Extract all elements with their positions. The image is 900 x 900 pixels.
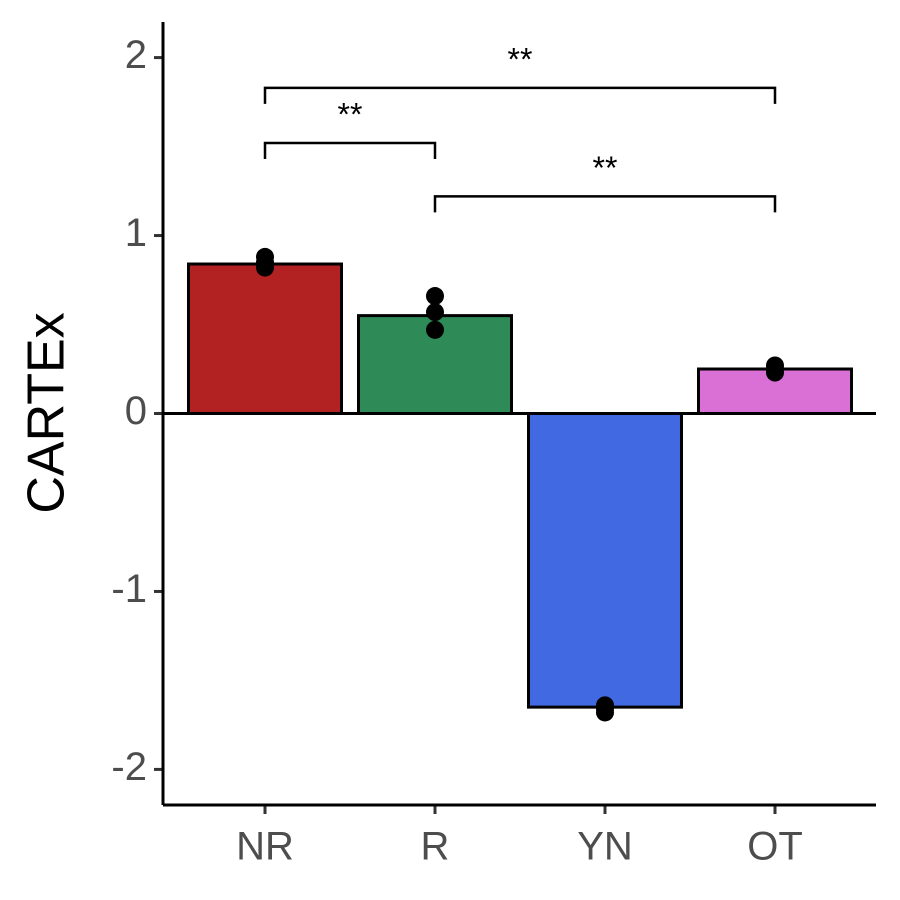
data-point — [426, 303, 444, 322]
y-tick-label: -1 — [111, 567, 147, 611]
x-tick-label: YN — [577, 825, 633, 869]
bar — [527, 412, 683, 709]
data-point — [596, 703, 614, 722]
bar — [187, 262, 343, 415]
y-tick-label: 0 — [125, 389, 147, 433]
y-tick-label: 1 — [125, 211, 147, 255]
data-point — [766, 363, 784, 382]
data-point — [426, 287, 444, 306]
x-tick-label: R — [421, 825, 450, 869]
significance-bracket — [263, 141, 437, 160]
data-point — [256, 258, 274, 277]
y-tick-label: 2 — [125, 33, 147, 77]
y-tick-label: -2 — [111, 745, 147, 789]
x-tick-label: OT — [747, 825, 803, 869]
significance-bracket — [433, 195, 777, 213]
significance-bracket — [263, 86, 777, 104]
x-tick-label: NR — [236, 825, 294, 869]
significance-label: ** — [338, 96, 363, 132]
y-axis-title: CARTEx — [18, 312, 76, 513]
data-point — [426, 320, 444, 339]
significance-label: ** — [593, 150, 618, 186]
significance-label: ** — [508, 41, 533, 77]
